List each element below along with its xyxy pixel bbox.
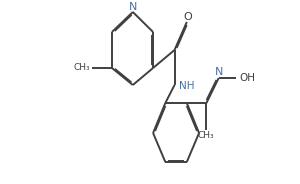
Text: O: O [183, 12, 192, 22]
Text: OH: OH [239, 73, 255, 83]
Text: CH₃: CH₃ [73, 63, 90, 72]
Text: N: N [214, 68, 223, 77]
Text: CH₃: CH₃ [197, 131, 214, 140]
Text: N: N [129, 2, 137, 12]
Text: NH: NH [178, 81, 194, 91]
